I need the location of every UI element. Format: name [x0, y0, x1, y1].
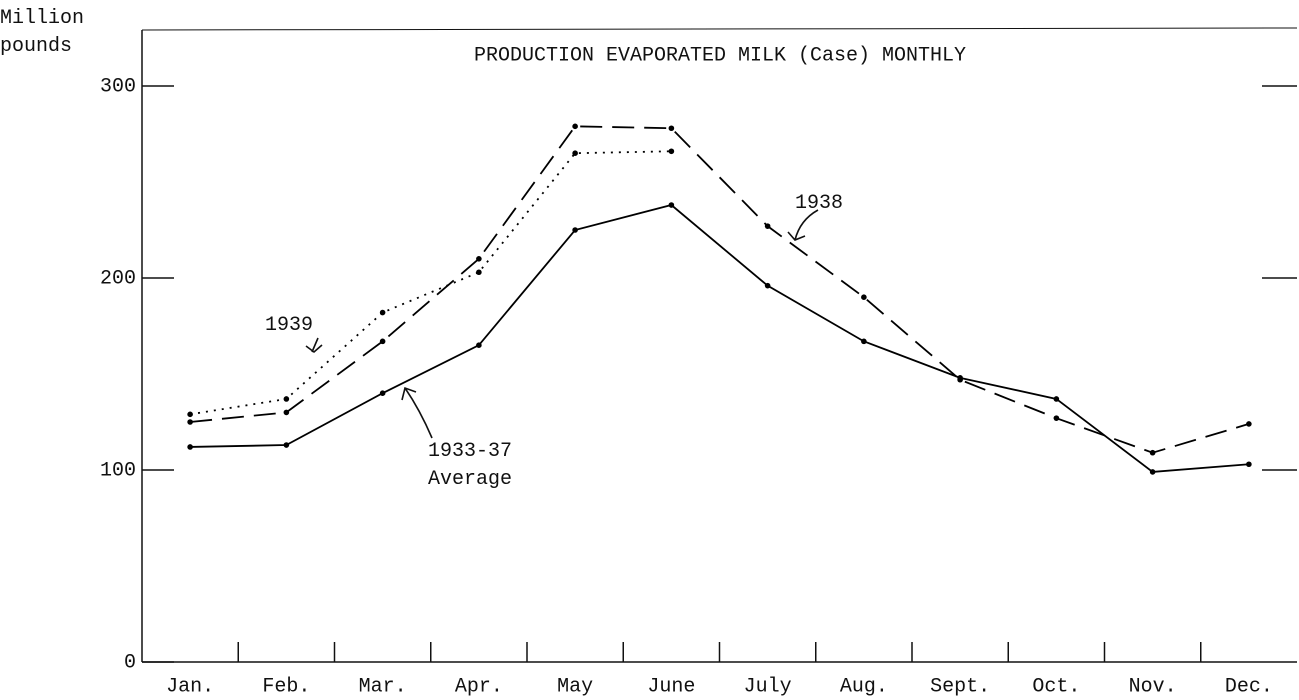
point: [476, 255, 482, 262]
point: [476, 342, 482, 349]
point: [1149, 469, 1156, 475]
point: [1246, 461, 1252, 468]
series-label-box: 1933-37 Average: [427, 440, 512, 491]
point: [379, 390, 386, 397]
y-tick-label: 200: [100, 267, 136, 290]
point: [861, 294, 867, 301]
x-tick-label: Jan.: [166, 675, 214, 698]
y-tick-label: 300: [100, 75, 136, 98]
y-tick-label: 100: [100, 459, 136, 482]
series-line: [190, 125, 1250, 454]
label-arrow: [401, 386, 433, 439]
point: [957, 375, 963, 381]
x-tick-label: Mar.: [359, 675, 407, 698]
x-tick-label: July: [744, 675, 792, 698]
label-arrow: [305, 337, 323, 354]
y-axis-label: Million pounds: [0, 7, 85, 58]
point: [668, 202, 675, 208]
series-line: [189, 150, 672, 416]
point: [572, 150, 578, 156]
series-label-box: 1939: [265, 314, 314, 337]
x-tick-label: Feb.: [262, 675, 310, 698]
point: [283, 396, 290, 402]
frame-top: [141, 27, 1298, 31]
x-tick-label: Aug.: [840, 675, 888, 698]
point: [379, 309, 386, 316]
y-axis-label-box: Million pounds: [0, 7, 85, 58]
point: [283, 442, 290, 448]
point: [668, 125, 675, 132]
point: [187, 411, 193, 418]
point: [379, 338, 386, 345]
y-tick-label: 0: [124, 651, 136, 674]
point: [572, 123, 578, 130]
label-arrow: [787, 209, 819, 241]
series-label: 1939: [265, 314, 314, 337]
point: [187, 419, 193, 425]
point: [1149, 449, 1156, 456]
point: [1053, 396, 1060, 402]
series-label-box: 1938: [795, 192, 844, 215]
x-tick-label: June: [647, 675, 695, 698]
point: [1053, 415, 1060, 421]
x-tick-label: Apr.: [455, 675, 503, 698]
point: [668, 148, 675, 155]
x-tick-label: Dec.: [1225, 675, 1273, 698]
point: [572, 227, 578, 233]
series-line: [190, 204, 1249, 473]
point: [1246, 421, 1252, 427]
series-label: 1933-37 Average: [427, 440, 512, 491]
x-tick-label: Sept.: [930, 675, 990, 698]
point: [764, 282, 771, 289]
point: [476, 269, 482, 276]
point: [187, 444, 193, 450]
series-label: 1938: [795, 192, 844, 215]
chart-title: PRODUCTION EVAPORATED MILK (Case) MONTHL…: [474, 44, 966, 67]
point: [861, 338, 867, 345]
point: [764, 223, 771, 229]
x-tick-label: Oct.: [1032, 675, 1080, 698]
point: [283, 409, 290, 416]
x-tick-label: May: [557, 675, 593, 698]
x-tick-label: Nov.: [1129, 675, 1177, 698]
